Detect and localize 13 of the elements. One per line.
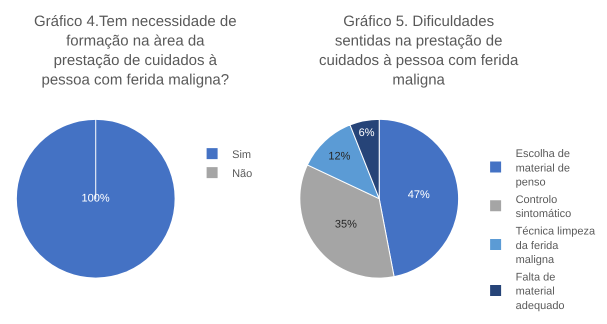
data-label: 47% — [408, 188, 430, 201]
data-label: 100% — [82, 192, 110, 205]
legend-label: Controlo sintomático — [516, 194, 572, 220]
data-label: 6% — [358, 127, 375, 140]
chart-title: Gráfico 4.Tem necessidade de formação na àrea da prestação de cuidados à pessoa com ferida maligna? — [34, 13, 237, 88]
legend-label: Técnica limpeza da ferida maligna — [516, 226, 596, 266]
legend-label: Não — [232, 168, 252, 180]
legend-label: Falta de material adequado — [516, 271, 565, 312]
legend-label: Escolha de material de penso — [516, 148, 570, 189]
legend-label: Sim — [232, 148, 252, 161]
data-label: 12% — [328, 150, 351, 162]
data-label: 35% — [334, 218, 358, 230]
chart-title: Gráfico 5. Dificuldades sentidas na prestação de cuidados à pessoa com ferida maligna — [319, 13, 519, 88]
